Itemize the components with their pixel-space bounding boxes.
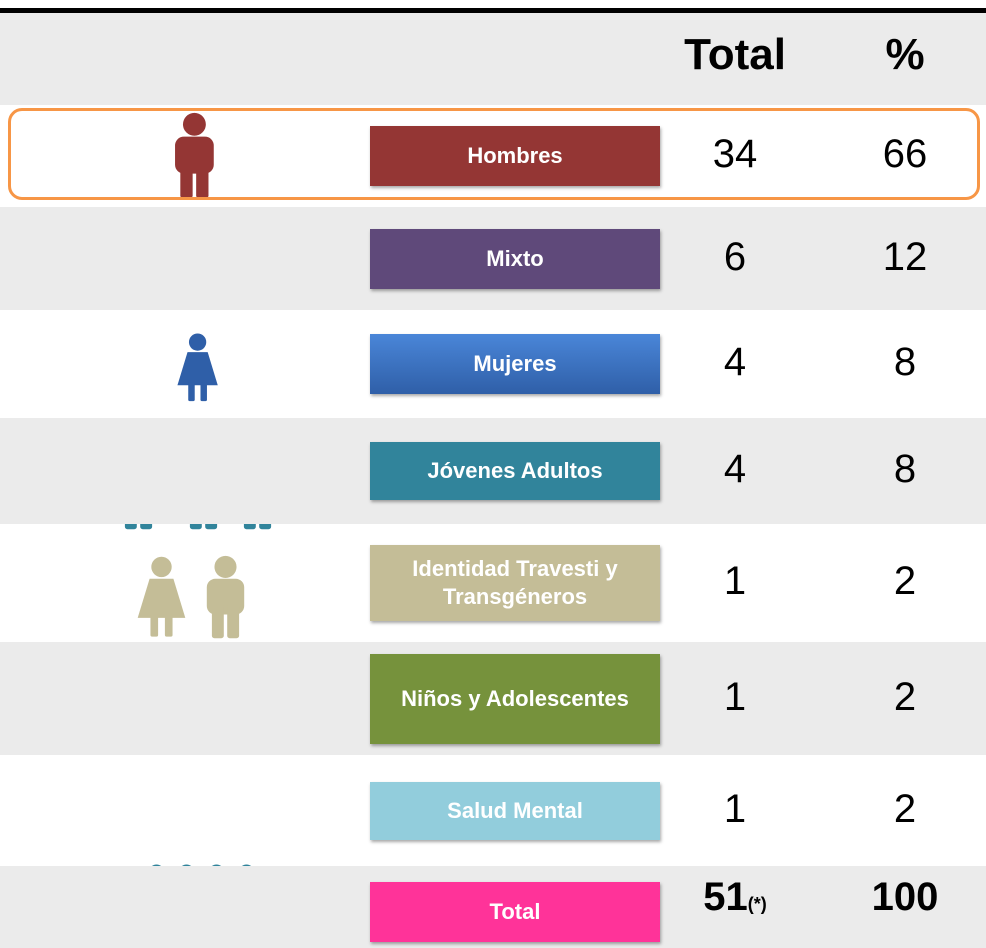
total-note: (*) [747, 894, 767, 914]
row-percent: 12 [882, 234, 928, 279]
row-total: 4 [723, 447, 747, 491]
row-percent: 66 [882, 132, 928, 176]
total-number: 51 [703, 875, 748, 919]
row-total: 1 [723, 786, 747, 831]
row-label: Niños y Adolescentes [370, 653, 660, 744]
row-percent: 2 [893, 559, 917, 603]
row-percent: 2 [893, 786, 917, 831]
row-label: Hombres [370, 126, 660, 186]
top-rule [0, 8, 986, 13]
header-percent: % [885, 30, 925, 79]
row-total: 1 [723, 559, 747, 603]
row-total: 34 [712, 132, 758, 176]
person-icon [177, 333, 218, 402]
person-icon [137, 556, 186, 637]
row-total: 6 [723, 234, 747, 279]
row-percent: 8 [893, 447, 917, 491]
row-label: Mixto [370, 228, 660, 289]
header-total: Total [684, 30, 786, 79]
highlight-frame [8, 108, 980, 200]
row-total: 4 [723, 340, 747, 384]
row-label: Identidad Travesti y Transgéneros [370, 545, 660, 621]
row-label: Jóvenes Adultos [370, 442, 660, 500]
row-percent: 8 [893, 340, 917, 384]
row-label: Mujeres [370, 334, 660, 394]
row-percent: 2 [893, 674, 917, 719]
total-label: Total [370, 882, 660, 942]
person-icon [206, 555, 245, 639]
total-percent: 100 [871, 875, 939, 919]
total-total: 51(*) [655, 875, 815, 920]
header-band [0, 13, 986, 105]
row-total: 1 [723, 674, 747, 719]
row-label: Salud Mental [370, 781, 660, 840]
